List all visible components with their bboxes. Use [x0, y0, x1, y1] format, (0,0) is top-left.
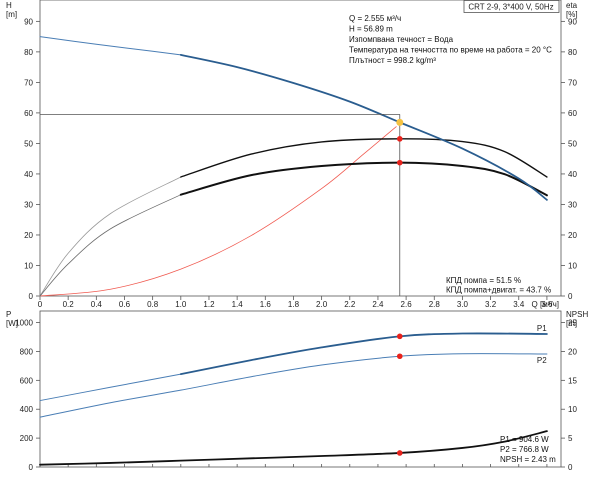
power-axis-label: P — [6, 310, 11, 319]
efficiency-info-line: КПД помпа = 51.5 % — [446, 276, 521, 285]
y-tick-label-left: 10 — [24, 261, 33, 270]
power-info-line: P2 = 766.8 W — [500, 445, 549, 454]
y-axis-unit-right: [%] — [566, 10, 578, 19]
duty-marker-p1 — [396, 333, 403, 340]
x-tick-label: 1.8 — [288, 300, 300, 309]
x-tick-label: 2.2 — [344, 300, 356, 309]
x-tick-label: 3.6 — [541, 300, 553, 309]
product-label: CRT 2-9, 3*400 V, 50Hz — [468, 3, 553, 12]
x-tick-label: 1.0 — [175, 300, 187, 309]
p1-series-label: P1 — [537, 324, 547, 333]
x-tick-label: 1.6 — [260, 300, 272, 309]
x-tick-label: 3.4 — [513, 300, 525, 309]
npsh-tick-label: 25 — [568, 319, 577, 328]
y-axis-label-left: H — [6, 1, 12, 10]
y-tick-label-right: 20 — [568, 231, 577, 240]
x-tick-label: 1.4 — [232, 300, 244, 309]
system-curve — [39, 126, 397, 297]
x-tick-label: 0 — [38, 300, 43, 309]
p1-curve — [179, 332, 548, 376]
npsh-tick-label: 0 — [568, 463, 573, 472]
x-tick-label: 2.8 — [429, 300, 441, 309]
duty-marker-eta-total — [396, 159, 403, 166]
y-tick-label-right: 70 — [568, 78, 577, 87]
y-tick-label-left: 30 — [24, 200, 33, 209]
x-tick-label: 1.2 — [203, 300, 215, 309]
duty-info-line: Плътност = 998.2 kg/m³ — [349, 56, 436, 65]
duty-info-line: Температура на течността по време на раб… — [349, 46, 552, 55]
power-axis-unit: [W] — [6, 319, 18, 328]
x-tick-label: 0.4 — [91, 300, 103, 309]
y-axis-unit-left: [m] — [6, 10, 17, 19]
npsh-tick-label: 15 — [568, 376, 577, 385]
duty-marker-p2 — [396, 353, 403, 360]
y-tick-label-right: 40 — [568, 170, 577, 179]
efficiency-info-line: КПД помпа+двигат. = 43.7 % — [446, 286, 551, 295]
power-info-line: NPSH = 2.43 m — [500, 455, 556, 464]
top-plot-frame — [39, 0, 562, 297]
duty-marker-head — [396, 118, 404, 126]
bottom-plot-frame — [39, 310, 562, 468]
y-tick-label-right: 60 — [568, 109, 577, 118]
npsh-tick-label: 20 — [568, 347, 577, 356]
y-tick-label-right: 90 — [568, 17, 577, 26]
head-curve-ext — [39, 36, 182, 56]
p2-series-label: P2 — [537, 356, 547, 365]
y-axis-label-right: eta — [566, 1, 578, 10]
x-tick-label: 2.0 — [316, 300, 328, 309]
x-tick-label: 0.2 — [63, 300, 75, 309]
y-tick-label-right: 30 — [568, 200, 577, 209]
product-box — [463, 0, 560, 13]
power-tick-label: 1000 — [15, 319, 33, 328]
efficiency-total-curve-ext — [39, 194, 182, 297]
npsh-tick-label: 10 — [568, 405, 577, 414]
p2-curve — [39, 353, 548, 418]
x-axis-label: Q [м³/ч] — [532, 300, 559, 309]
power-info-line: P1 = 904.6 W — [500, 435, 549, 444]
power-tick-label: 200 — [20, 434, 34, 443]
x-tick-label: 0.8 — [147, 300, 159, 309]
y-tick-label-right: 10 — [568, 261, 577, 270]
y-tick-label-left: 40 — [24, 170, 33, 179]
npsh-axis-label: NPSH — [566, 310, 588, 319]
x-tick-label: 3.2 — [485, 300, 497, 309]
npsh-curve — [39, 430, 548, 466]
y-tick-label-left: 50 — [24, 139, 33, 148]
x-tick-label: 2.6 — [401, 300, 413, 309]
power-tick-label: 600 — [20, 376, 34, 385]
y-tick-label-left: 20 — [24, 231, 33, 240]
head-curve — [179, 54, 548, 201]
p1-curve-ext — [39, 373, 182, 402]
duty-marker-npsh — [396, 450, 403, 456]
power-tick-label: 400 — [20, 405, 34, 414]
y-tick-label-right: 80 — [568, 48, 577, 57]
duty-info-line: Q = 2.555 м³/ч — [349, 14, 401, 23]
power-tick-label: 0 — [29, 463, 34, 472]
y-tick-label-left: 90 — [24, 17, 33, 26]
x-tick-label: 0.6 — [119, 300, 131, 309]
duty-info-line: H = 56.89 m — [349, 25, 393, 34]
x-tick-label: 3.0 — [457, 300, 469, 309]
power-tick-label: 800 — [20, 347, 34, 356]
npsh-axis-unit: [m] — [566, 319, 577, 328]
efficiency-pump-curve-ext — [39, 176, 182, 297]
duty-marker-eta-pump — [396, 136, 403, 142]
y-tick-label-left: 80 — [24, 48, 33, 57]
duty-info-line: Изпомпвана течност = Вода — [349, 35, 454, 44]
efficiency-total-curve — [179, 161, 548, 197]
y-tick-label-left: 60 — [24, 109, 33, 118]
y-tick-label-right: 0 — [568, 292, 573, 301]
x-tick-label: 2.4 — [372, 300, 384, 309]
y-tick-label-left: 0 — [29, 292, 34, 301]
efficiency-pump-curve — [180, 138, 548, 178]
y-tick-label-right: 50 — [568, 139, 577, 148]
y-tick-label-left: 70 — [24, 78, 33, 87]
npsh-tick-label: 5 — [568, 434, 573, 443]
